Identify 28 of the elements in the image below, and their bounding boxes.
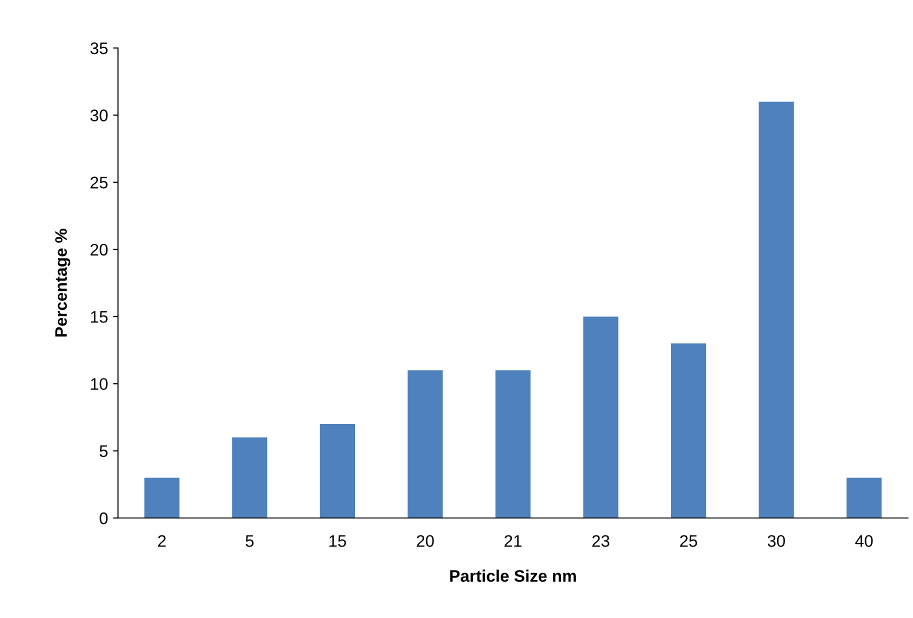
x-tick-label: 21: [504, 535, 522, 547]
x-tick-label: 40: [855, 535, 873, 547]
x-tick-label: 23: [592, 535, 610, 547]
y-axis-title: Percentage %: [55, 228, 70, 337]
x-tick-label: 2: [158, 535, 166, 547]
x-tick-label: 25: [680, 535, 698, 547]
bar: [232, 437, 268, 518]
bar: [408, 370, 443, 518]
y-tick-label: 35: [90, 42, 108, 54]
x-tick-label: 20: [416, 535, 434, 547]
bar: [320, 424, 355, 518]
y-tick-label: 5: [100, 445, 108, 458]
x-axis-title: Particle Size nm: [450, 570, 576, 582]
bar: [495, 370, 531, 518]
y-tick-label: 25: [90, 176, 108, 188]
y-tick-label: 20: [90, 244, 108, 256]
bar: [671, 343, 706, 518]
y-tick-label: 0: [100, 512, 108, 524]
bar: [144, 478, 180, 518]
x-tick-label: 15: [329, 535, 346, 547]
y-tick-label: 15: [91, 311, 108, 323]
bar: [583, 316, 618, 518]
y-tick-label: 10: [91, 378, 108, 390]
x-tick-label: 30: [768, 535, 785, 547]
y-tick-label: 30: [90, 110, 108, 122]
bar: [846, 478, 882, 518]
bar: [758, 102, 794, 518]
x-tick-label: 5: [246, 535, 254, 547]
